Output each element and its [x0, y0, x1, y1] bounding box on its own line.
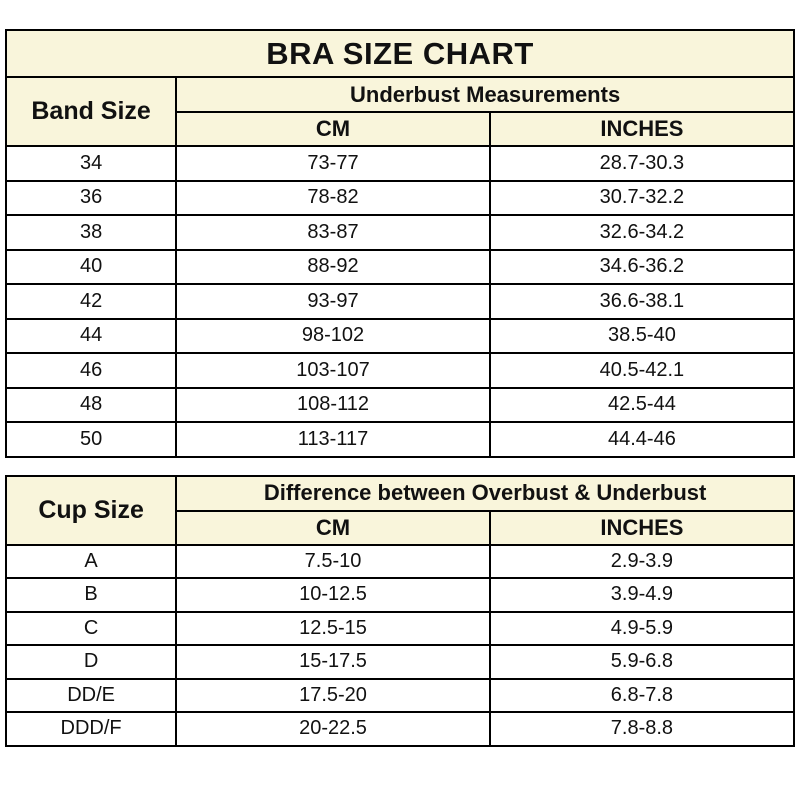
table-row: 38 83-87 32.6-34.2	[4, 214, 796, 251]
table-row: 36 78-82 30.7-32.2	[4, 179, 796, 216]
table-row: B 10-12.5 3.9-4.9	[4, 577, 796, 613]
band-size-value: 48	[4, 386, 178, 423]
cup-cm-value: 20-22.5	[175, 711, 491, 747]
band-size-table: BRA SIZE CHART Band Size Underbust Measu…	[4, 29, 796, 458]
band-inches-value: 44.4-46	[488, 421, 796, 458]
table-row: 46 103-107 40.5-42.1	[4, 352, 796, 389]
cup-size-value: A	[4, 543, 178, 579]
band-size-value: 34	[4, 145, 178, 182]
band-cm-value: 73-77	[175, 145, 491, 182]
band-inches-value: 38.5-40	[488, 317, 796, 354]
band-cm-value: 83-87	[175, 214, 491, 251]
cup-inches-value: 6.8-7.8	[488, 677, 796, 713]
table-row: 50 113-117 44.4-46	[4, 421, 796, 458]
band-size-value: 44	[4, 317, 178, 354]
band-inches-value: 28.7-30.3	[488, 145, 796, 182]
cup-cm-value: 15-17.5	[175, 644, 491, 680]
band-cm-value: 113-117	[175, 421, 491, 458]
cup-inches-column-header: INCHES	[488, 509, 796, 546]
band-size-value: 36	[4, 179, 178, 216]
table-row: D 15-17.5 5.9-6.8	[4, 644, 796, 680]
band-cm-value: 93-97	[175, 283, 491, 320]
cup-cm-value: 17.5-20	[175, 677, 491, 713]
band-inches-value: 34.6-36.2	[488, 248, 796, 285]
band-cm-value: 78-82	[175, 179, 491, 216]
cup-size-value: B	[4, 577, 178, 613]
table-row: DDD/F 20-22.5 7.8-8.8	[4, 711, 796, 747]
band-cm-value: 103-107	[175, 352, 491, 389]
table-row: 42 93-97 36.6-38.1	[4, 283, 796, 320]
band-size-corner-header: Band Size	[4, 76, 178, 147]
cup-size-corner-header: Cup Size	[4, 474, 178, 546]
band-inches-value: 42.5-44	[488, 386, 796, 423]
cup-inches-value: 5.9-6.8	[488, 644, 796, 680]
band-inches-value: 40.5-42.1	[488, 352, 796, 389]
cup-size-value: DD/E	[4, 677, 178, 713]
cup-cm-value: 12.5-15	[175, 610, 491, 646]
chart-title: BRA SIZE CHART	[5, 29, 795, 78]
bra-size-chart-page: BRA SIZE CHART Band Size Underbust Measu…	[4, 0, 796, 747]
difference-group-header: Difference between Overbust & Underbust	[175, 474, 795, 512]
table-row: DD/E 17.5-20 6.8-7.8	[4, 677, 796, 713]
band-cm-column-header: CM	[175, 111, 491, 147]
cup-size-value: D	[4, 644, 178, 680]
band-cm-value: 98-102	[175, 317, 491, 354]
cup-inches-value: 4.9-5.9	[488, 610, 796, 646]
cup-cm-column-header: CM	[175, 509, 491, 546]
table-row: C 12.5-15 4.9-5.9	[4, 610, 796, 646]
band-cm-value: 88-92	[175, 248, 491, 285]
table-row: 48 108-112 42.5-44	[4, 386, 796, 423]
cup-inches-value: 7.8-8.8	[488, 711, 796, 747]
band-size-value: 42	[4, 283, 178, 320]
cup-cm-value: 10-12.5	[175, 577, 491, 613]
cup-cm-value: 7.5-10	[175, 543, 491, 579]
table-row: 40 88-92 34.6-36.2	[4, 248, 796, 285]
band-inches-column-header: INCHES	[488, 111, 796, 147]
band-size-value: 38	[4, 214, 178, 251]
band-size-value: 40	[4, 248, 178, 285]
table-row: A 7.5-10 2.9-3.9	[4, 543, 796, 579]
underbust-group-header: Underbust Measurements	[175, 76, 795, 113]
band-inches-value: 36.6-38.1	[488, 283, 796, 320]
table-row: 34 73-77 28.7-30.3	[4, 145, 796, 182]
band-size-value: 50	[4, 421, 178, 458]
cup-inches-value: 3.9-4.9	[488, 577, 796, 613]
cup-size-value: C	[4, 610, 178, 646]
table-row: 44 98-102 38.5-40	[4, 317, 796, 354]
cup-inches-value: 2.9-3.9	[488, 543, 796, 579]
band-cm-value: 108-112	[175, 386, 491, 423]
cup-size-value: DDD/F	[4, 711, 178, 747]
band-inches-value: 32.6-34.2	[488, 214, 796, 251]
band-inches-value: 30.7-32.2	[488, 179, 796, 216]
band-size-value: 46	[4, 352, 178, 389]
cup-size-table: Cup Size Difference between Overbust & U…	[4, 474, 796, 747]
